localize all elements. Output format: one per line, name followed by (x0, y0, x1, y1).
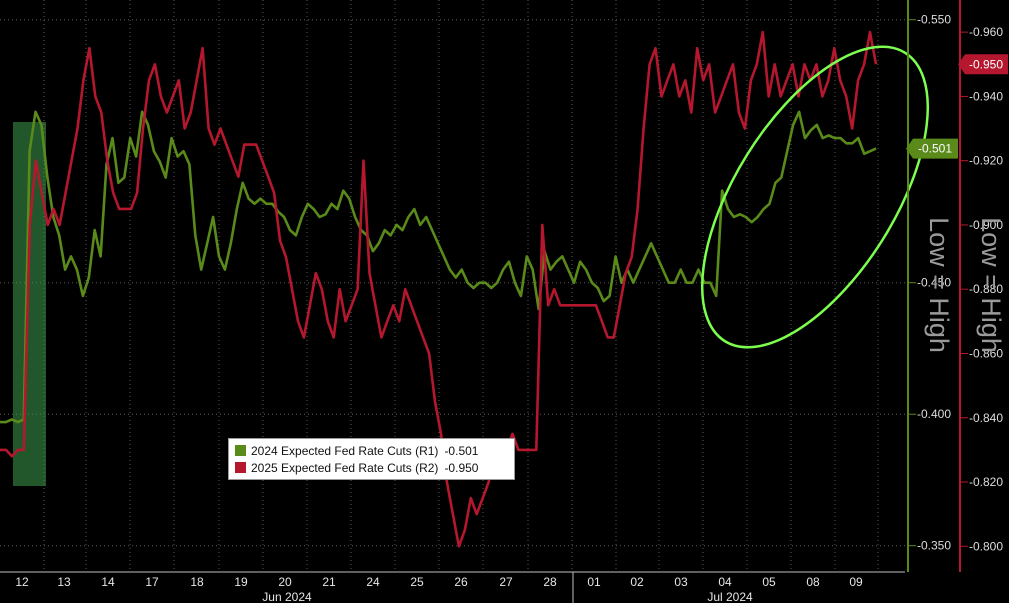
series-line-2024 (0, 110, 877, 424)
r2-tick-label: -0.960 (969, 25, 1003, 39)
legend: 2024 Expected Fed Rate Cuts (R1) -0.501 … (228, 438, 515, 480)
x-tick-label: 21 (322, 575, 336, 589)
r1-tick-label: -0.350 (917, 539, 951, 553)
r1-tick-label: -0.400 (917, 407, 951, 421)
series-line-2025 (0, 30, 878, 548)
r1-axis: -0.550 -0.450 -0.400 -0.350 (907, 0, 951, 572)
r1-tick-label: -0.450 (917, 276, 951, 290)
legend-label-2024: 2024 Expected Fed Rate Cuts (R1) (251, 443, 439, 458)
r1-tick-label: -0.550 (917, 13, 951, 27)
value-badges: -0.501 -0.950 (906, 54, 1008, 159)
x-tick-label: 03 (674, 575, 688, 589)
x-month-label: Jul 2024 (707, 590, 753, 603)
r2-tick-label: -0.900 (969, 218, 1003, 232)
r2-tick-label: -0.940 (969, 89, 1003, 103)
x-tick-label: 20 (278, 575, 292, 589)
r2-tick-label: -0.820 (969, 475, 1003, 489)
r2-side-label: Low = High (976, 217, 1006, 353)
x-tick-label: 01 (587, 575, 601, 589)
x-tick-label: 12 (15, 575, 29, 589)
r1-side-label: Low = High (924, 217, 954, 353)
x-tick-label: 09 (849, 575, 863, 589)
r2-tick-label: -0.860 (969, 346, 1003, 360)
legend-entry-2024: 2024 Expected Fed Rate Cuts (R1) -0.501 (235, 442, 508, 459)
x-tick-label: 28 (543, 575, 557, 589)
x-tick-label: 04 (718, 575, 732, 589)
x-tick-label: 13 (57, 575, 71, 589)
legend-swatch-2025 (235, 462, 246, 473)
r2-axis: -0.960 -0.940 -0.920 -0.900 -0.880 -0.860 -0.8… (959, 0, 1003, 572)
legend-swatch-2024 (235, 445, 246, 456)
x-tick-label: 14 (101, 575, 115, 589)
r2-last-value-badge (958, 54, 1008, 75)
legend-entry-2025: 2025 Expected Fed Rate Cuts (R2) -0.950 (235, 459, 508, 476)
r2-tick-label: -0.880 (969, 282, 1003, 296)
x-tick-label: 25 (410, 575, 424, 589)
r1-last-value-text: -0.501 (918, 142, 952, 156)
r1-last-value-badge (906, 138, 958, 159)
x-tick-label: 19 (234, 575, 248, 589)
r2-tick-label: -0.920 (969, 154, 1003, 168)
highlight-ellipse (700, 45, 930, 349)
x-tick-label: 24 (366, 575, 380, 589)
x-tick-label: 02 (630, 575, 644, 589)
x-tick-label: 27 (499, 575, 513, 589)
x-tick-label: 05 (762, 575, 776, 589)
series-lines (0, 30, 878, 548)
r2-last-value-text: -0.950 (969, 57, 1003, 71)
x-axis: 12 13 14 17 18 19 20 21 24 25 26 27 28 01 02 03 04 05 08 09… (0, 571, 905, 603)
r2-tick-label: -0.840 (969, 411, 1003, 425)
legend-label-2025: 2025 Expected Fed Rate Cuts (R2) (251, 460, 439, 475)
legend-value-2024: -0.501 (444, 443, 479, 458)
x-month-label: Jun 2024 (262, 590, 312, 603)
legend-value-2025: -0.950 (444, 460, 479, 475)
x-tick-label: 08 (806, 575, 820, 589)
r2-tick-label: -0.800 (969, 539, 1003, 553)
x-tick-label: 17 (145, 575, 159, 589)
x-tick-label: 18 (190, 575, 204, 589)
x-tick-label: 26 (454, 575, 468, 589)
